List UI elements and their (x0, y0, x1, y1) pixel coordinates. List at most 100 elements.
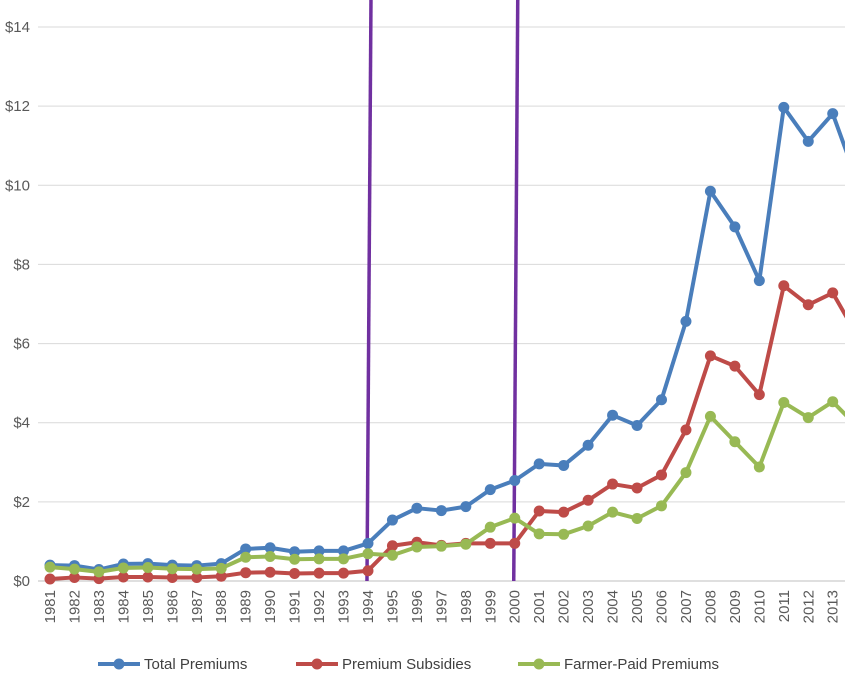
x-tick-label: 2005 (629, 590, 646, 623)
data-point (778, 101, 790, 113)
data-point (729, 360, 741, 372)
data-point (240, 543, 252, 555)
data-point (68, 571, 80, 583)
data-point (704, 185, 716, 197)
data-point (753, 389, 765, 401)
data-point (411, 541, 423, 553)
data-point (778, 397, 790, 409)
legend-label: Farmer-Paid Premiums (564, 656, 719, 673)
data-point (93, 566, 105, 578)
data-point (142, 562, 154, 574)
data-point (215, 570, 227, 582)
x-tick-label: 1997 (433, 590, 450, 623)
legend-item: Total Premiums (98, 656, 247, 673)
data-point (729, 436, 741, 448)
legend-swatch-marker (311, 658, 323, 670)
data-point (362, 537, 374, 549)
x-tick-label: 2009 (727, 590, 744, 623)
data-point (166, 571, 178, 583)
data-point (484, 521, 496, 533)
data-point (729, 221, 741, 233)
x-tick-label: 1993 (336, 590, 353, 623)
series-lines (44, 101, 845, 585)
data-point (631, 512, 643, 524)
x-tick-label: 2008 (702, 590, 719, 623)
data-point (435, 505, 447, 517)
data-point (680, 467, 692, 479)
data-point (607, 409, 619, 421)
data-point (753, 275, 765, 287)
series-farmer-paid-premiums (44, 396, 845, 578)
x-tick-label: 1992 (311, 590, 328, 623)
data-point (338, 553, 350, 565)
series-line (49, 399, 845, 574)
data-point (411, 502, 423, 514)
x-tick-label: 1981 (42, 590, 59, 623)
data-point (386, 549, 398, 561)
data-point (44, 561, 56, 573)
data-point (704, 350, 716, 362)
data-point (753, 461, 765, 473)
x-tick-label: 2013 (825, 590, 842, 623)
data-point (582, 494, 594, 506)
data-point (117, 562, 129, 574)
data-point (607, 506, 619, 518)
x-tick-label: 2010 (751, 590, 768, 623)
legend-swatch-marker (113, 658, 125, 670)
data-point (802, 135, 814, 147)
legend-label: Premium Subsidies (342, 656, 471, 673)
y-axis-ticks: $0 $2 $4 $6 $8 $10 $12 $14 (5, 19, 30, 590)
y-tick-label: $12 (5, 98, 30, 115)
data-point (264, 542, 276, 554)
data-point (558, 528, 570, 540)
data-point (313, 553, 325, 565)
data-point (509, 474, 521, 486)
data-point (631, 482, 643, 494)
data-point (289, 546, 301, 558)
x-tick-label: 1983 (91, 590, 108, 623)
data-point (435, 540, 447, 552)
legend-item: Premium Subsidies (296, 656, 471, 673)
data-point (827, 287, 839, 299)
data-point (362, 565, 374, 577)
x-tick-label: 1985 (140, 590, 157, 623)
data-point (533, 528, 545, 540)
x-tick-label: 1982 (66, 590, 83, 623)
data-point (142, 571, 154, 583)
data-point (386, 540, 398, 552)
x-tick-label: 2003 (580, 590, 597, 623)
data-point (264, 550, 276, 562)
y-tick-label: $2 (13, 494, 30, 511)
data-point (558, 506, 570, 518)
data-point (240, 551, 252, 563)
x-tick-label: 2012 (800, 590, 817, 623)
data-point (656, 469, 667, 481)
data-point (680, 424, 692, 436)
data-point (460, 538, 472, 550)
y-tick-label: $0 (13, 573, 30, 590)
legend-item: Farmer-Paid Premiums (518, 656, 719, 673)
vertical-marker-1994 (365, 0, 373, 582)
x-tick-label: 2000 (507, 590, 524, 623)
data-point (386, 514, 398, 526)
x-tick-label: 2007 (678, 590, 695, 623)
x-tick-label: 1995 (384, 590, 401, 623)
x-tick-label: 1991 (287, 590, 304, 623)
data-point (656, 394, 667, 406)
data-point (656, 500, 667, 512)
x-tick-label: 1994 (360, 590, 377, 623)
data-point (631, 419, 643, 431)
data-point (509, 512, 521, 524)
series-total-premiums (44, 101, 845, 576)
data-point (802, 299, 814, 311)
data-point (607, 478, 619, 490)
data-point (117, 571, 129, 583)
data-point (827, 396, 839, 408)
x-tick-label: 1999 (482, 590, 499, 623)
data-point (802, 412, 814, 424)
x-tick-label: 2002 (556, 590, 573, 623)
data-point (289, 567, 301, 579)
data-point (704, 410, 716, 422)
data-point (338, 567, 350, 579)
data-point (240, 567, 252, 579)
